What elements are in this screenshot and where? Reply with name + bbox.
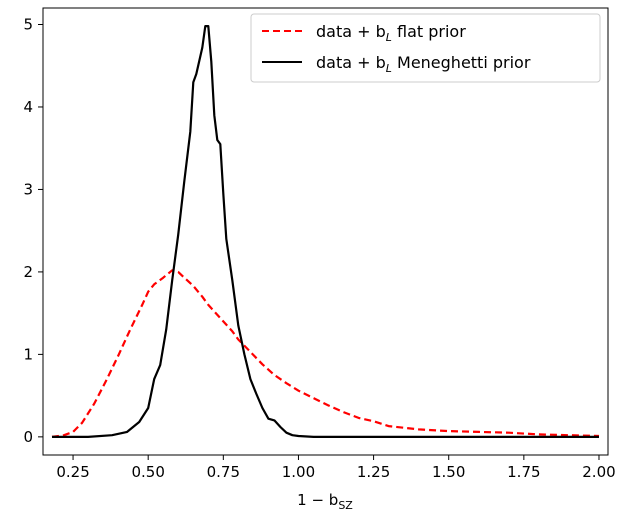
y-tick-label: 2 (23, 263, 33, 281)
x-axis-label-subscript: SZ (338, 499, 353, 512)
curves (51, 25, 600, 438)
x-tick-label: 1.50 (432, 463, 465, 481)
legend-frame (250, 13, 601, 83)
legend-label-flat-prior: data + bL flat prior (316, 22, 466, 44)
x-tick-label: 0.75 (207, 463, 240, 481)
y-tick-label: 5 (23, 15, 33, 33)
x-tick-label: 0.25 (56, 463, 89, 481)
y-tick-label: 1 (23, 345, 33, 363)
legend: data + bL flat prior data + bL Meneghett… (250, 13, 601, 83)
series-line-flat-prior (51, 269, 600, 438)
ticks: 0.25 0.50 0.75 1.00 1.25 1.50 1.75 2.00 0 1 2 3 4 5 (23, 15, 615, 481)
x-axis-label: 1 − bSZ (297, 491, 353, 512)
x-tick-label: 1.75 (507, 463, 540, 481)
x-tick-label: 1.00 (282, 463, 315, 481)
x-axis-label-main: 1 − b (297, 491, 338, 509)
x-tick-label: 1.25 (357, 463, 390, 481)
x-tick-label: 2.00 (582, 463, 615, 481)
y-tick-label: 3 (23, 180, 33, 198)
y-tick-label: 0 (23, 428, 33, 446)
x-tick-label: 0.50 (131, 463, 164, 481)
legend-label-meneghetti-prior: data + bL Meneghetti prior (316, 53, 531, 75)
y-tick-label: 4 (23, 98, 33, 116)
series-line-meneghetti-prior (52, 25, 599, 438)
